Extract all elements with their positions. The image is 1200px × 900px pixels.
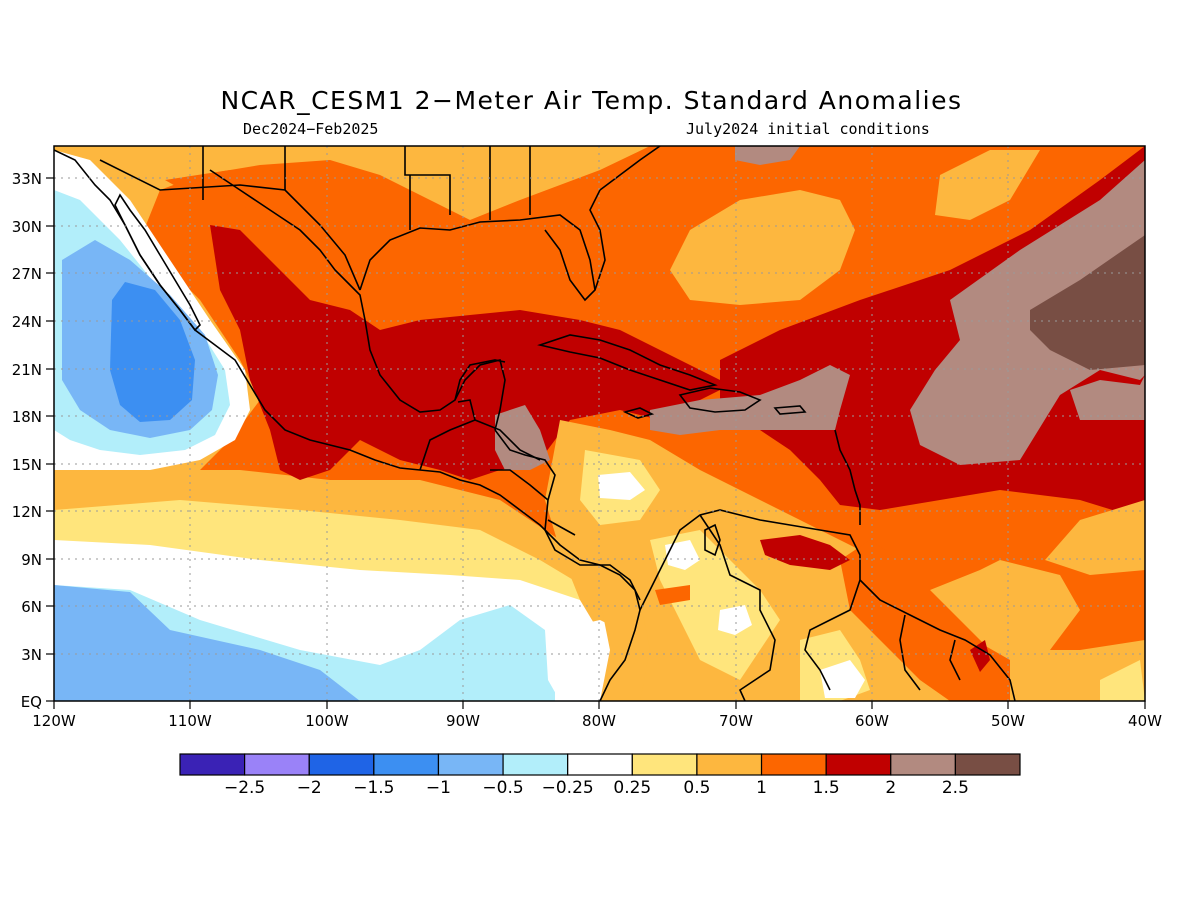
- anomaly-region-hot-mexico: [210, 225, 730, 480]
- coast-cuba: [537, 334, 718, 391]
- colorbar-swatch: [760, 753, 827, 776]
- coast-lesser-antilles: [834, 429, 861, 525]
- anomaly-region-hot-3-atlantic: [1030, 235, 1145, 370]
- colorbar-swatch: [437, 753, 504, 776]
- anomaly-region-yellow-atlantic-low: [1100, 660, 1145, 701]
- y-tick-label: 18N: [12, 408, 42, 426]
- y-tick-label: 15N: [12, 456, 42, 474]
- colorbar-swatch: [825, 753, 892, 776]
- chart-title: NCAR_CESM1 2−Meter Air Temp. Standard An…: [220, 86, 963, 115]
- coast-hispaniola: [678, 387, 762, 413]
- colorbar-label: −0.25: [542, 778, 594, 798]
- colorbar-label: 0.5: [683, 778, 710, 798]
- anomaly-region-cool-05-south: [54, 585, 360, 701]
- colorbar-label: −2: [297, 778, 322, 798]
- anomaly-region-warm-atlantic-se: [1045, 500, 1145, 575]
- x-tick-label: 40W: [1128, 712, 1162, 730]
- anomaly-region-hot-25-honduras: [495, 405, 550, 470]
- colorbar-swatch: [890, 753, 956, 776]
- border-central-america: [474, 419, 576, 536]
- x-tick-label: 70W: [719, 712, 753, 730]
- x-tick-label: 100W: [305, 712, 349, 730]
- colorbar-swatch: [179, 753, 246, 776]
- y-tick-label: EQ: [21, 693, 42, 711]
- border-mexico-guatemala: [419, 399, 476, 471]
- anomaly-region-warm-atlantic-ne: [935, 150, 1040, 220]
- anomaly-region-neutral-south-america: [598, 472, 645, 500]
- y-tick-label: 6N: [21, 598, 42, 616]
- colorbar-label: 2: [885, 778, 896, 798]
- coast-yucatan: [454, 359, 506, 431]
- coast-central-america-east: [494, 429, 641, 601]
- colorbar-label: 1.5: [813, 778, 840, 798]
- coast-gulf-north: [359, 214, 596, 302]
- coast-south-america-north: [639, 509, 1016, 701]
- colorbar-label: −1: [426, 778, 451, 798]
- border-colombia-venezuela: [699, 514, 776, 701]
- colorbar-label: −1.5: [353, 778, 394, 798]
- coast-puerto-rico: [773, 405, 807, 415]
- anomaly-region-hot-25-atlantic: [910, 160, 1145, 465]
- anomaly-region-warm-north-inner: [165, 170, 420, 250]
- colorbar-label: 0.25: [613, 778, 651, 798]
- border-us-states: [202, 146, 531, 230]
- colorbar-label: 2.5: [942, 778, 969, 798]
- y-tick-label: 3N: [21, 646, 42, 664]
- x-tick-label: 80W: [582, 712, 616, 730]
- colorbar-label: −2.5: [224, 778, 265, 798]
- x-tick-labels: 120W 110W 100W 90W 80W 70W 60W 50W 40W: [32, 712, 1162, 730]
- x-tick-label: 60W: [855, 712, 889, 730]
- colorbar-label: 1: [756, 778, 767, 798]
- anomaly-region-hot-colombia: [655, 585, 690, 605]
- map-field: [54, 146, 1145, 701]
- anomaly-region-warm-atlantic: [670, 190, 855, 305]
- anomaly-region-hot-25-north: [735, 146, 800, 165]
- colorbar-swatch: [244, 753, 310, 776]
- colorbar: −2.5 −2 −1.5 −1 −0.5 −0.25 0.25 0.5 1 1.5 2 2.5: [179, 753, 1021, 798]
- coastlines: [54, 146, 1016, 701]
- colorbar-swatch: [567, 753, 633, 776]
- colorbar-swatch: [696, 753, 763, 776]
- y-tick-label: 33N: [12, 170, 42, 188]
- initial-conditions: July2024 initial conditions: [686, 120, 930, 138]
- colorbar-swatch: [631, 753, 698, 776]
- colorbar-swatch: [308, 753, 375, 776]
- anomaly-region-neutral-brazil: [820, 660, 865, 698]
- y-tick-label: 12N: [12, 503, 42, 521]
- border-guyana-suriname: [899, 614, 961, 691]
- y-axis: [46, 177, 54, 702]
- coast-jamaica: [622, 407, 655, 419]
- colorbar-label: −0.5: [482, 778, 523, 798]
- border-venezuela-guyana: [804, 579, 861, 691]
- anomaly-region-neutral-venezuela: [665, 540, 700, 570]
- x-axis: [53, 701, 1146, 709]
- anomaly-region-cool-1: [110, 282, 195, 422]
- anomaly-region-hot-2-suriname: [970, 640, 990, 672]
- coast-baja: [114, 193, 201, 332]
- coast-lake-maracaibo: [704, 523, 721, 557]
- coast-florida-east: [589, 146, 661, 291]
- x-tick-label: 90W: [446, 712, 480, 730]
- anomaly-region-hot-2-guyana: [760, 535, 850, 570]
- y-tick-labels: EQ 3N 6N 9N 12N 15N 18N 21N 24N 27N 30N …: [12, 170, 42, 711]
- colorbar-swatch: [954, 753, 1021, 776]
- x-tick-label: 110W: [168, 712, 212, 730]
- colorbar-swatch: [373, 753, 440, 776]
- anomaly-region-hot-25-caribbean: [650, 365, 850, 435]
- grid-lines: [54, 146, 1145, 701]
- y-tick-label: 24N: [12, 313, 42, 331]
- y-tick-label: 21N: [12, 361, 42, 379]
- forecast-period: Dec2024−Feb2025: [243, 120, 379, 138]
- coast-gulf-west: [209, 169, 506, 413]
- y-tick-label: 30N: [12, 218, 42, 236]
- y-tick-label: 9N: [21, 551, 42, 569]
- x-tick-label: 50W: [991, 712, 1025, 730]
- y-tick-label: 27N: [12, 265, 42, 283]
- anomaly-region-neutral-venezuela-2: [718, 605, 752, 635]
- colorbar-swatch: [502, 753, 569, 776]
- x-tick-label: 120W: [32, 712, 76, 730]
- anomaly-region-hot-guyana: [840, 540, 1010, 701]
